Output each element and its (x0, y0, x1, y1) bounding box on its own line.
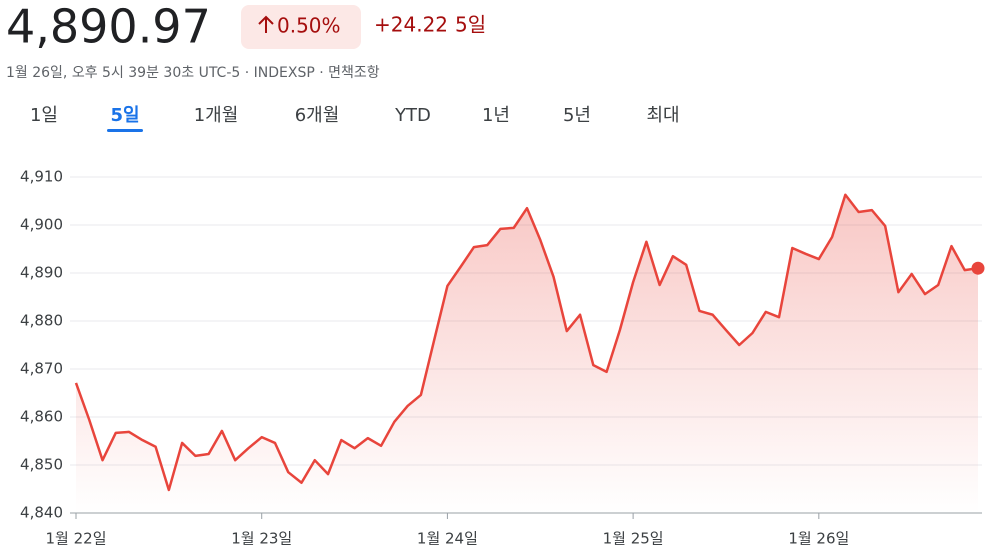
up-arrow-icon (258, 15, 274, 33)
x-tick-label: 1월 23일 (231, 530, 292, 548)
y-tick-label: 4,910 (20, 168, 63, 186)
y-tick-label: 4,900 (20, 216, 63, 234)
tab[interactable]: 1년 (482, 105, 510, 126)
change-pct: 0.50% (277, 14, 341, 38)
tabs: 1일 5일 1개월 6개월 YTD 1년 5년 최대 (30, 105, 680, 132)
plot: 4,840 4,850 4,860 4,870 4,880 4,890 4,900 4,910… (20, 168, 985, 548)
x-tick-label: 1월 24일 (417, 530, 478, 548)
y-tick-label: 4,860 (20, 408, 63, 426)
price-line (74, 193, 979, 492)
y-tick-label: 4,890 (20, 264, 63, 282)
subtitle-text: 1월 26일, 오후 5시 39분 30초 UTC-5 · INDEXSP · (6, 65, 328, 81)
tab[interactable]: YTD (394, 105, 431, 126)
change-badge (241, 5, 361, 49)
change: +24.22 (374, 13, 448, 37)
subtitle: 1월 26일, 오후 5시 39분 30초 UTC-5 · INDEXSP · … (6, 65, 380, 81)
tab[interactable]: 최대 (646, 105, 679, 126)
disclaimer-link[interactable]: 면책조항 (328, 65, 380, 81)
y-tick-label: 4,880 (20, 312, 63, 330)
tab[interactable]: 6개월 (295, 105, 340, 126)
tab[interactable]: 5년 (563, 105, 591, 126)
y-tick-label: 4,840 (20, 504, 63, 522)
y-tick-label: 4,850 (20, 456, 63, 474)
tab[interactable]: 1개월 (194, 105, 239, 126)
tab-indicator (107, 129, 143, 132)
price: 4,890.97 (6, 0, 211, 54)
tab[interactable]: 1일 (30, 105, 58, 126)
area (76, 194, 978, 513)
x-tick-label: 1월 25일 (603, 530, 664, 548)
tab[interactable]: 5일 (110, 105, 139, 126)
y-tick-label: 4,870 (20, 360, 63, 378)
x-tick-label: 1월 22일 (46, 530, 107, 548)
x-tick-label: 1월 26일 (788, 530, 849, 548)
period: 5일 (455, 13, 486, 37)
last-point (971, 261, 985, 275)
